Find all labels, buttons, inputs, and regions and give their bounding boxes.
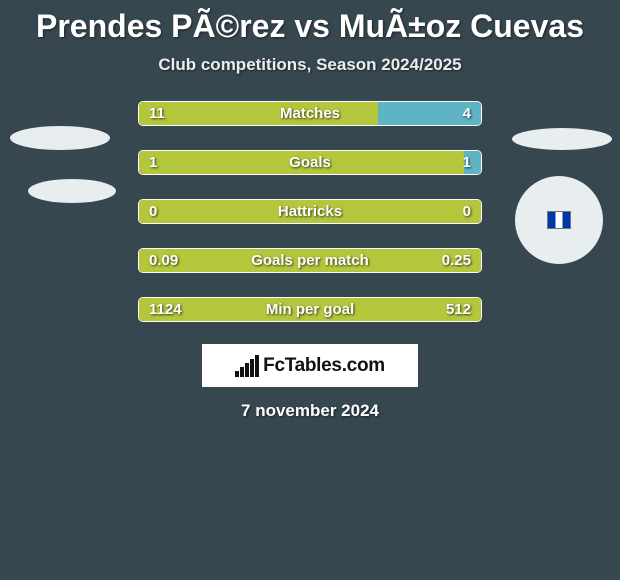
stat-bar: Goals11: [138, 150, 482, 175]
player-left-shape-1: [10, 126, 110, 150]
stat-value-right: 1: [463, 151, 471, 174]
player-right-shape-1: [512, 128, 612, 150]
stat-bar: Goals per match0.090.25: [138, 248, 482, 273]
fctables-logo[interactable]: FcTables.com: [202, 344, 418, 387]
stat-bar: Hattricks00: [138, 199, 482, 224]
stat-bar-left: [139, 200, 481, 223]
stat-bar-left: [139, 298, 481, 321]
flag-icon: [547, 211, 571, 229]
stat-value-right: 0: [463, 200, 471, 223]
subtitle: Club competitions, Season 2024/2025: [0, 55, 620, 75]
stat-bar: Matches114: [138, 101, 482, 126]
stat-value-left: 0: [149, 200, 157, 223]
logo-text: FcTables.com: [263, 355, 385, 377]
date-label: 7 november 2024: [0, 401, 620, 421]
stat-value-right: 4: [463, 102, 471, 125]
stat-bar: Min per goal1124512: [138, 297, 482, 322]
player-left-shape-2: [28, 179, 116, 203]
comparison-widget: Prendes PÃ©rez vs MuÃ±oz Cuevas Club com…: [0, 0, 620, 580]
logo-bars-icon: [235, 355, 259, 377]
stat-bar-left: [139, 102, 378, 125]
stat-value-left: 11: [149, 102, 165, 125]
stat-value-left: 1: [149, 151, 157, 174]
stat-value-left: 1124: [149, 298, 182, 321]
player-right-avatar: [515, 176, 603, 264]
page-title: Prendes PÃ©rez vs MuÃ±oz Cuevas: [0, 0, 620, 45]
stat-bar-left: [139, 249, 481, 272]
stat-value-right: 512: [446, 298, 471, 321]
stat-bar-left: [139, 151, 464, 174]
stat-value-left: 0.09: [149, 249, 178, 272]
stat-value-right: 0.25: [442, 249, 471, 272]
